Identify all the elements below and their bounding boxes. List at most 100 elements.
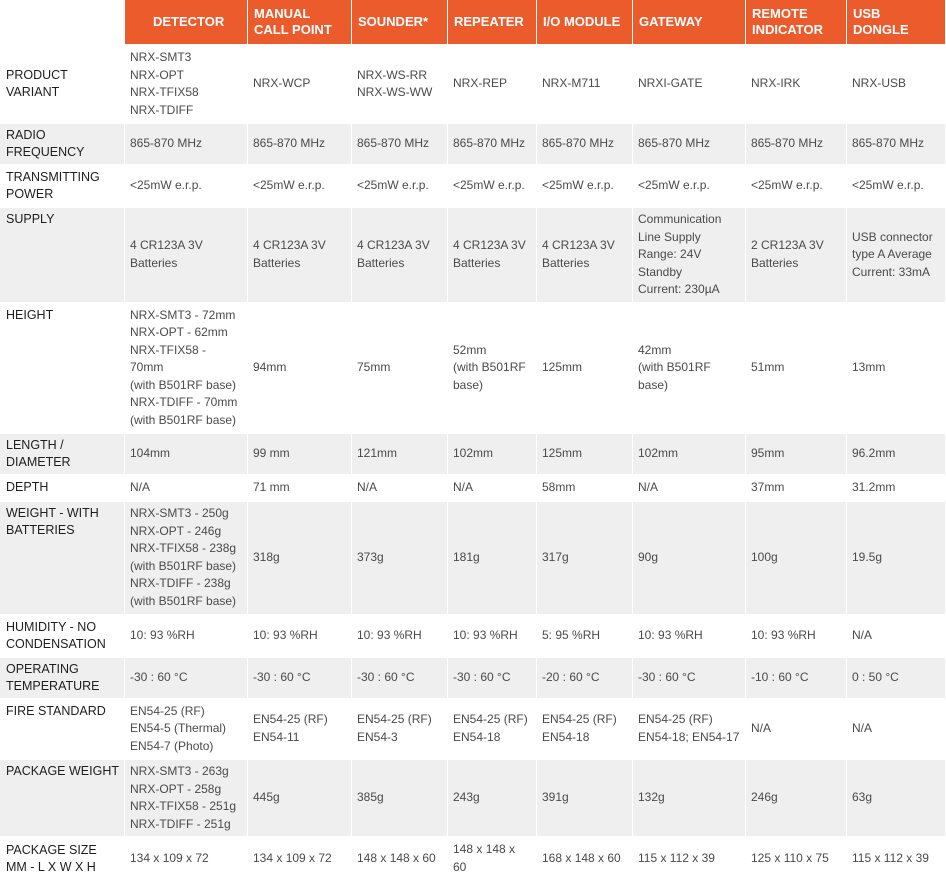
header-corner	[0, 0, 125, 46]
table-row-weight-with-batteries: WEIGHT - WITH BATTERIES NRX-SMT3 - 250g N…	[0, 501, 946, 616]
table-cell: 391g	[537, 760, 633, 838]
table-cell: EN54-25 (RF) EN54-18	[448, 699, 537, 760]
table-cell: 865-870 MHz	[537, 124, 633, 166]
table-cell: 5: 95 %RH	[537, 615, 633, 658]
table-cell: 13mm	[847, 303, 946, 434]
table-cell: 51mm	[746, 303, 847, 434]
table-cell: 181g	[448, 501, 537, 616]
table-cell: NRX-IRK	[746, 46, 847, 124]
table-cell: 96.2mm	[847, 434, 946, 476]
table-cell: <25mW e.r.p.	[248, 166, 352, 208]
table-cell: <25mW e.r.p.	[125, 166, 248, 208]
table-cell: -30 : 60 °C	[248, 657, 352, 700]
table-row-height: HEIGHT NRX-SMT3 - 72mm NRX-OPT - 62mm NRX…	[0, 303, 946, 434]
table-cell: 865-870 MHz	[352, 124, 448, 166]
table-cell: -30 : 60 °C	[633, 657, 746, 700]
table-cell: 121mm	[352, 434, 448, 476]
table-cell: -30 : 60 °C	[352, 657, 448, 700]
table-cell: 42mm (with B501RF base)	[633, 303, 746, 434]
table-cell: 445g	[248, 760, 352, 838]
table-row-length-diameter: LENGTH / DIAMETER 104mm 99 mm 121mm 102mm 125…	[0, 434, 946, 476]
table-cell: 10: 93 %RH	[448, 615, 537, 658]
table-cell: NRX-SMT3 - 72mm NRX-OPT - 62mm NRX-TFIX5…	[125, 303, 248, 434]
table-cell: 19.5g	[847, 501, 946, 616]
table-cell: 317g	[537, 501, 633, 616]
table-cell: <25mW e.r.p.	[746, 166, 847, 208]
table-cell: 132g	[633, 760, 746, 838]
row-label: RADIO FREQUENCY	[0, 124, 125, 166]
row-label: PACKAGE SIZE MM - L X W X H	[0, 838, 125, 881]
table-cell: 10: 93 %RH	[352, 615, 448, 658]
table-cell: 10: 93 %RH	[248, 615, 352, 658]
row-label: HUMIDITY - NO CONDENSATION	[0, 615, 125, 658]
table-cell: EN54-25 (RF) EN54-3	[352, 699, 448, 760]
table-cell: -30 : 60 °C	[448, 657, 537, 700]
table-cell: 102mm	[448, 434, 537, 476]
table-cell: NRX-USB	[847, 46, 946, 124]
header-row: DETECTOR MANUAL CALL POINT SOUNDER* REPE…	[0, 0, 946, 46]
table-cell: 10: 93 %RH	[125, 615, 248, 658]
table-cell: 100g	[746, 501, 847, 616]
table-cell: 4 CR123A 3V Batteries	[125, 208, 248, 304]
column-header-manual-call-point: MANUAL CALL POINT	[248, 0, 352, 46]
table-cell: 125 x 110 x 75	[746, 838, 847, 881]
row-label: FIRE STANDARD	[0, 699, 125, 760]
table-cell: 0 : 50 °C	[847, 657, 946, 700]
table-cell: 63g	[847, 760, 946, 838]
table-cell: <25mW e.r.p.	[633, 166, 746, 208]
table-cell: N/A	[847, 699, 946, 760]
table-cell: N/A	[125, 476, 248, 502]
table-cell: 4 CR123A 3V Batteries	[352, 208, 448, 304]
table-cell: 10: 93 %RH	[633, 615, 746, 658]
table-cell: 134 x 109 x 72	[125, 838, 248, 881]
row-label: TRANSMITTING POWER	[0, 166, 125, 208]
row-label: DEPTH	[0, 476, 125, 502]
table-cell: 125mm	[537, 303, 633, 434]
column-header-remote-indicator: REMOTE INDICATOR	[746, 0, 847, 46]
column-header-sounder: SOUNDER*	[352, 0, 448, 46]
table-row-package-size: PACKAGE SIZE MM - L X W X H 134 x 109 x 7…	[0, 838, 946, 881]
table-cell: 148 x 148 x 60	[448, 838, 537, 881]
table-cell: 95mm	[746, 434, 847, 476]
table-cell: NRX-WS-RR NRX-WS-WW	[352, 46, 448, 124]
table-cell: 168 x 148 x 60	[537, 838, 633, 881]
table-cell: 865-870 MHz	[633, 124, 746, 166]
table-cell: 115 x 112 x 39	[847, 838, 946, 881]
row-label: WEIGHT - WITH BATTERIES	[0, 501, 125, 616]
table-cell: 52mm (with B501RF base)	[448, 303, 537, 434]
table-cell: 373g	[352, 501, 448, 616]
table-cell: NRX-REP	[448, 46, 537, 124]
table-cell: N/A	[746, 699, 847, 760]
column-header-detector: DETECTOR	[125, 0, 248, 46]
table-cell: 243g	[448, 760, 537, 838]
table-cell: 865-870 MHz	[847, 124, 946, 166]
table-cell: EN54-25 (RF) EN54-5 (Thermal) EN54-7 (Ph…	[125, 699, 248, 760]
table-cell: 4 CR123A 3V Batteries	[448, 208, 537, 304]
table-cell: NRXI-GATE	[633, 46, 746, 124]
table-row-product-variant: PRODUCT VARIANT NRX-SMT3 NRX-OPT NRX-TFIX…	[0, 46, 946, 124]
table-cell: 865-870 MHz	[248, 124, 352, 166]
table-cell: 71 mm	[248, 476, 352, 502]
table-cell: USB connector type A Average Current: 33…	[847, 208, 946, 304]
table-cell: N/A	[633, 476, 746, 502]
table-row-radio-frequency: RADIO FREQUENCY 865-870 MHz 865-870 MHz 865…	[0, 124, 946, 166]
column-header-gateway: GATEWAY	[633, 0, 746, 46]
table-cell: EN54-25 (RF) EN54-18; EN54-17	[633, 699, 746, 760]
table-cell: 75mm	[352, 303, 448, 434]
table-cell: 94mm	[248, 303, 352, 434]
table-cell: Communication Line Supply Range: 24V Sta…	[633, 208, 746, 304]
table-cell: 104mm	[125, 434, 248, 476]
table-cell: 90g	[633, 501, 746, 616]
table-cell: NRX-M711	[537, 46, 633, 124]
table-cell: 115 x 112 x 39	[633, 838, 746, 881]
table-cell: 125mm	[537, 434, 633, 476]
table-cell: NRX-SMT3 - 250g NRX-OPT - 246g NRX-TFIX5…	[125, 501, 248, 616]
column-header-repeater: REPEATER	[448, 0, 537, 46]
table-cell: 10: 93 %RH	[746, 615, 847, 658]
table-cell: N/A	[448, 476, 537, 502]
row-label: SUPPLY	[0, 208, 125, 304]
table-cell: NRX-SMT3 NRX-OPT NRX-TFIX58 NRX-TDIFF	[125, 46, 248, 124]
table-cell: 99 mm	[248, 434, 352, 476]
table-cell: -10 : 60 °C	[746, 657, 847, 700]
